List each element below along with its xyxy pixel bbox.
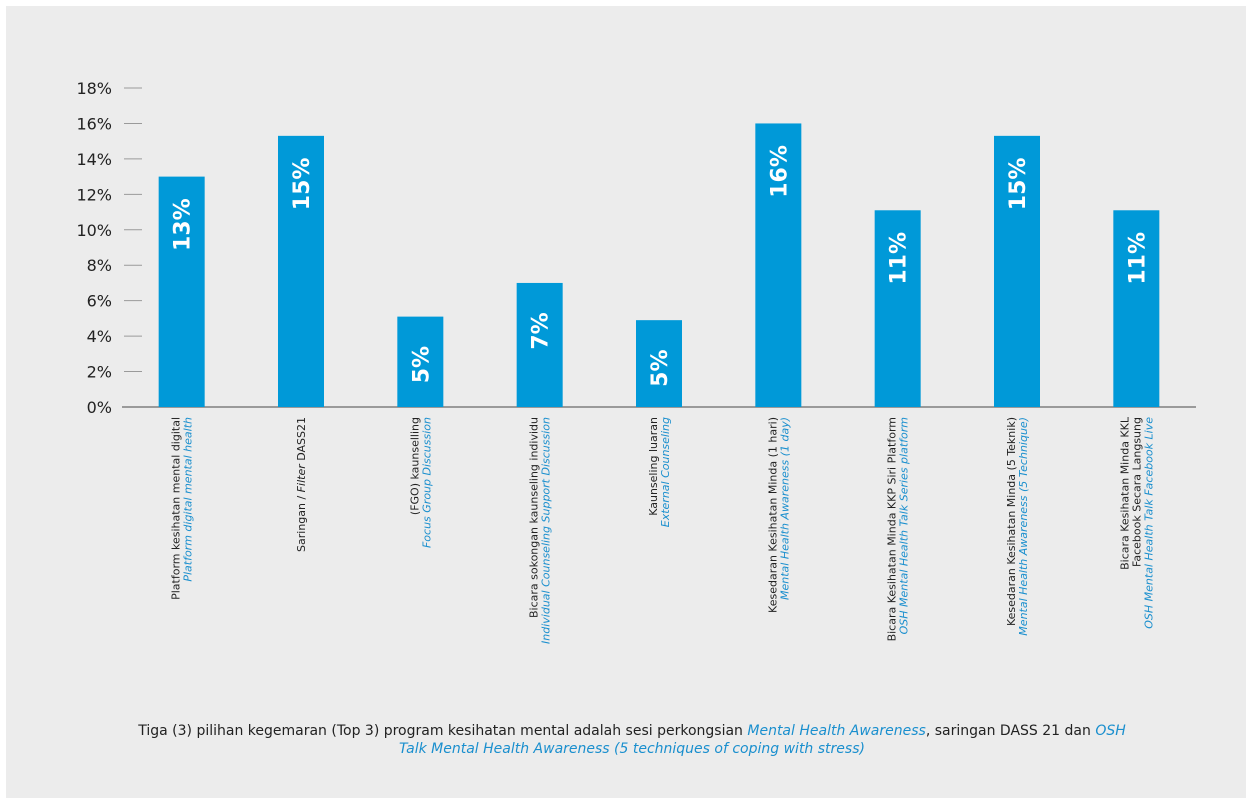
bar xyxy=(994,135,1040,407)
chart-footnote: Tiga (3) pilihan kegemaran (Top 3) progr… xyxy=(126,722,1138,758)
bar xyxy=(397,316,444,407)
category-label: (FGO) kaunselling xyxy=(408,417,421,515)
category-label: Bicara Kesihatan Minda KKL xyxy=(1118,416,1131,570)
bar xyxy=(874,210,921,407)
y-tick-label: 10% xyxy=(76,221,112,240)
data-label: 13% xyxy=(171,198,196,251)
category-label: Bicara sokongan kaunseling individu xyxy=(528,417,541,618)
data-label: 15% xyxy=(1006,158,1031,211)
category-label: Bicara Kesihatan Minda KKP Siri Platform xyxy=(886,417,899,641)
y-tick-label: 6% xyxy=(87,292,112,311)
data-label: 11% xyxy=(887,232,912,285)
y-tick-label: 18% xyxy=(76,79,112,98)
category-label: Platform digital mental health xyxy=(182,417,195,582)
category-label: Kaunseling luaran xyxy=(647,417,660,516)
data-label: 7% xyxy=(529,312,554,349)
data-label: 11% xyxy=(1125,232,1150,285)
footnote-text-3: , saringan DASS 21 dan xyxy=(925,723,1096,739)
category-label: External Counseling xyxy=(659,417,672,527)
category-label-part: Filter xyxy=(295,463,308,493)
data-label: 5% xyxy=(409,346,434,383)
y-tick-label: 16% xyxy=(76,114,112,133)
category-label: Mental Health Awareness (1 day) xyxy=(778,417,791,600)
category-label: Saringan / Filter DASS21 xyxy=(295,417,308,552)
y-tick-label: 4% xyxy=(87,327,112,346)
bar xyxy=(158,176,205,407)
category-label: Mental Health Awareness (5 Technique) xyxy=(1017,417,1030,636)
category-label: OSH Mental Health Talk Series platform xyxy=(898,417,911,634)
data-label: 15% xyxy=(290,158,315,211)
bar xyxy=(636,320,682,407)
data-label: 5% xyxy=(648,349,673,386)
category-label: Focus Group Discussion xyxy=(420,417,433,548)
category-label: Individual Counseling Support Discussion xyxy=(540,417,553,644)
footnote-text-1: Tiga (3) pilihan kegemaran (Top 3) progr… xyxy=(138,723,748,739)
y-tick-label: 2% xyxy=(87,363,112,382)
category-label: OSH Mental Health Talk Facebook Live xyxy=(1142,417,1155,629)
bar xyxy=(1113,210,1160,407)
data-label: 16% xyxy=(767,145,792,198)
category-label: Platform kesihatan mental digital xyxy=(170,417,183,600)
y-tick-label: 8% xyxy=(87,256,112,275)
chart-panel: 0% 2% 4% 6% 8% 10% 12% 14% 16% 18% 13% Platform kes… xyxy=(6,6,1246,798)
bar xyxy=(516,282,563,407)
category-label: Kesedaran Kesihatan Minda (5 Teknik) xyxy=(1005,417,1018,626)
category-label: Facebook Secara Langsung xyxy=(1130,417,1143,567)
footnote-text-2: Mental Health Awareness xyxy=(747,723,926,739)
category-label-part: Saringan / xyxy=(295,492,308,552)
bar xyxy=(755,123,802,407)
footnote-text-4: OSH Talk Mental Health Awareness (5 tech… xyxy=(399,723,1126,757)
category-label-part: DASS21 xyxy=(295,417,308,464)
y-tick-label: 12% xyxy=(76,185,112,204)
bar-chart: 0% 2% 4% 6% 8% 10% 12% 14% 16% 18% 13% Platform kes… xyxy=(76,79,1196,644)
y-tick-label: 0% xyxy=(87,398,112,417)
category-label: Kesedaran Kesihatan Minda (1 hari) xyxy=(766,417,779,613)
bar xyxy=(278,135,324,407)
y-tick-label: 14% xyxy=(76,150,112,169)
